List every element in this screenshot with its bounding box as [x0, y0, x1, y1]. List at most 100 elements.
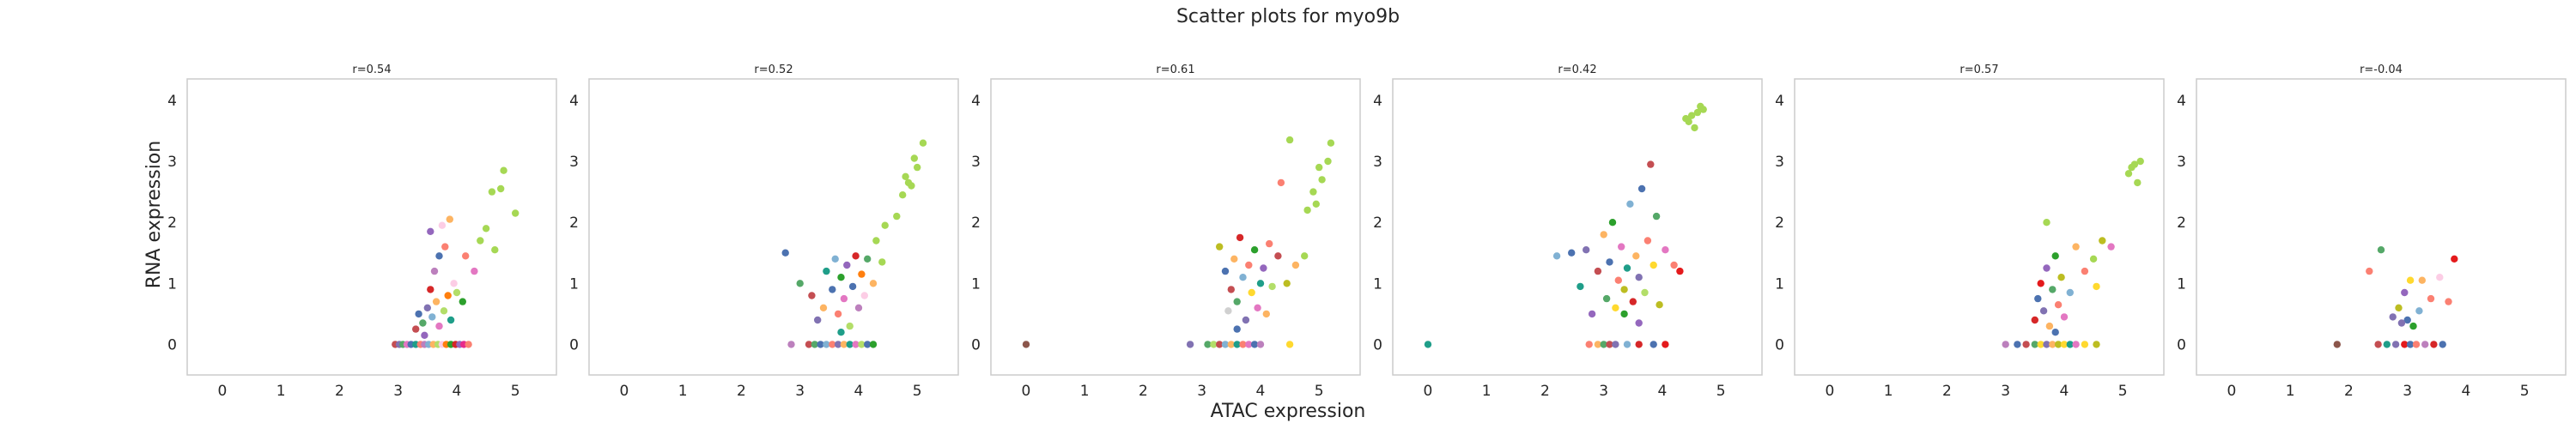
x-tick-label: 2: [2344, 383, 2354, 400]
data-point: [2401, 288, 2409, 297]
data-point: [2389, 313, 2397, 321]
data-point: [2054, 341, 2063, 348]
y-tick-label: 3: [971, 154, 981, 171]
data-point: [848, 282, 857, 291]
data-point: [823, 267, 830, 275]
y-tick-label: 0: [1373, 336, 1382, 353]
data-point: [2049, 286, 2057, 293]
y-tick-label: 3: [167, 154, 177, 171]
data-point: [1274, 252, 1282, 260]
data-point: [1583, 246, 1590, 254]
data-point: [1248, 288, 1255, 297]
data-point: [811, 341, 818, 348]
shared-y-axis-label: RNA expression: [143, 141, 165, 288]
data-point: [858, 270, 866, 278]
plot-frame: [2196, 78, 2567, 376]
data-point: [852, 341, 860, 348]
data-point: [1204, 341, 1212, 348]
data-point: [1662, 341, 1669, 348]
x-tick-label: 0: [1022, 383, 1031, 400]
x-tick-label: 5: [913, 383, 922, 400]
data-point: [864, 341, 872, 348]
data-point: [447, 316, 455, 324]
x-tick-label: 3: [2403, 383, 2412, 400]
x-tick-label: 0: [218, 383, 228, 400]
data-point: [796, 280, 804, 287]
data-point: [2054, 301, 2063, 309]
data-point: [428, 313, 436, 321]
data-point: [2430, 341, 2438, 348]
data-point: [1233, 341, 1241, 348]
data-point: [1277, 178, 1285, 187]
x-tick-label: 4: [453, 383, 462, 400]
x-tick-label: 3: [393, 383, 403, 400]
data-point: [1682, 115, 1690, 123]
y-tick-label: 2: [2177, 214, 2186, 232]
data-point: [1612, 341, 1619, 348]
shared-x-axis-label: ATAC expression: [1211, 401, 1366, 422]
data-point: [2093, 341, 2100, 348]
x-tick-label: 0: [1424, 383, 1433, 400]
data-point: [2081, 341, 2089, 348]
data-point: [423, 304, 431, 311]
data-point: [829, 341, 836, 348]
data-point: [1254, 304, 1261, 311]
data-point: [854, 304, 863, 311]
data-point: [1233, 325, 1241, 333]
x-tick-label: 5: [2520, 383, 2530, 400]
data-point: [1268, 282, 1276, 291]
data-point: [1285, 136, 1294, 144]
data-point: [881, 221, 889, 229]
data-point: [2395, 304, 2403, 311]
data-point: [1614, 276, 1623, 284]
data-point: [2409, 322, 2417, 330]
data-point: [2043, 264, 2050, 272]
x-tick-label: 5: [1315, 383, 1324, 400]
y-tick-label: 1: [167, 275, 177, 293]
x-tick-label: 2: [737, 383, 746, 400]
data-point: [1301, 252, 1309, 260]
data-point: [491, 246, 499, 254]
data-point: [488, 188, 496, 196]
panel-title: r=-0.04: [2360, 63, 2403, 76]
data-point: [465, 341, 472, 348]
x-tick-label: 3: [795, 383, 805, 400]
x-tick-label: 5: [511, 383, 520, 400]
panel-3: r=0.61 0 1 2 3 4 5 0 1 2 3 4: [971, 63, 1361, 400]
y-tick-label: 1: [971, 275, 981, 293]
y-tick-label: 1: [1775, 275, 1784, 293]
data-point: [1221, 341, 1230, 348]
y-tick-label: 2: [1775, 214, 1784, 232]
data-point: [1227, 341, 1236, 348]
data-point: [441, 243, 449, 251]
plot-frame: [186, 78, 557, 376]
x-tick-label: 1: [2286, 383, 2295, 400]
data-point: [1216, 341, 1224, 348]
data-point: [2072, 341, 2080, 348]
data-point: [462, 252, 470, 260]
data-point: [421, 331, 428, 339]
data-point: [1618, 243, 1625, 251]
data-point: [2136, 157, 2144, 166]
data-point: [2451, 255, 2458, 263]
data-point: [2051, 329, 2059, 336]
y-tick-label: 1: [2177, 275, 2186, 293]
panel-title: r=0.52: [754, 63, 793, 76]
data-point: [1239, 341, 1247, 348]
data-point: [2051, 252, 2059, 260]
data-point: [2066, 341, 2074, 348]
y-tick-label: 4: [1775, 93, 1784, 110]
data-point: [2128, 163, 2136, 172]
panel-5: r=0.57 0 1 2 3 4 5 0 1 2 3 4: [1775, 63, 2165, 400]
data-point: [2415, 307, 2423, 315]
y-tick-label: 0: [1775, 336, 1784, 353]
data-point: [2406, 276, 2415, 284]
data-point: [1693, 108, 1702, 117]
data-point: [1629, 298, 1637, 305]
data-point: [872, 237, 880, 245]
data-point: [2397, 319, 2406, 327]
data-point: [814, 316, 822, 324]
plot-frame: [588, 78, 959, 376]
data-point: [2022, 341, 2030, 348]
data-point: [1602, 294, 1611, 303]
